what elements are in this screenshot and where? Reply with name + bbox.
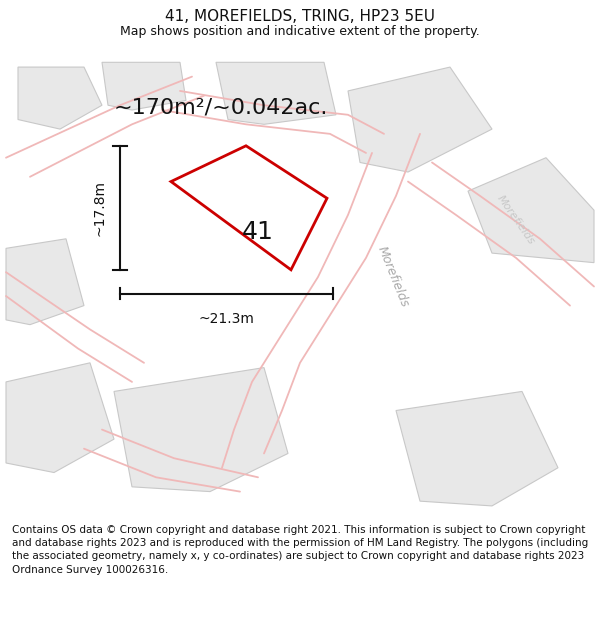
Polygon shape <box>348 67 492 172</box>
Text: Morefields: Morefields <box>496 193 536 246</box>
Polygon shape <box>102 62 186 110</box>
Text: ~170m²/~0.042ac.: ~170m²/~0.042ac. <box>114 98 328 118</box>
Polygon shape <box>468 158 594 262</box>
Text: ~21.3m: ~21.3m <box>199 312 254 326</box>
Polygon shape <box>18 67 102 129</box>
Polygon shape <box>216 62 336 124</box>
Polygon shape <box>6 363 114 472</box>
Polygon shape <box>6 239 84 324</box>
Text: ~17.8m: ~17.8m <box>93 180 107 236</box>
Text: 41: 41 <box>242 219 274 244</box>
Text: Morefields: Morefields <box>375 244 411 309</box>
Polygon shape <box>114 368 288 492</box>
Text: Contains OS data © Crown copyright and database right 2021. This information is : Contains OS data © Crown copyright and d… <box>12 525 588 574</box>
Text: 41, MOREFIELDS, TRING, HP23 5EU: 41, MOREFIELDS, TRING, HP23 5EU <box>165 9 435 24</box>
Polygon shape <box>396 391 558 506</box>
Text: Map shows position and indicative extent of the property.: Map shows position and indicative extent… <box>120 26 480 38</box>
